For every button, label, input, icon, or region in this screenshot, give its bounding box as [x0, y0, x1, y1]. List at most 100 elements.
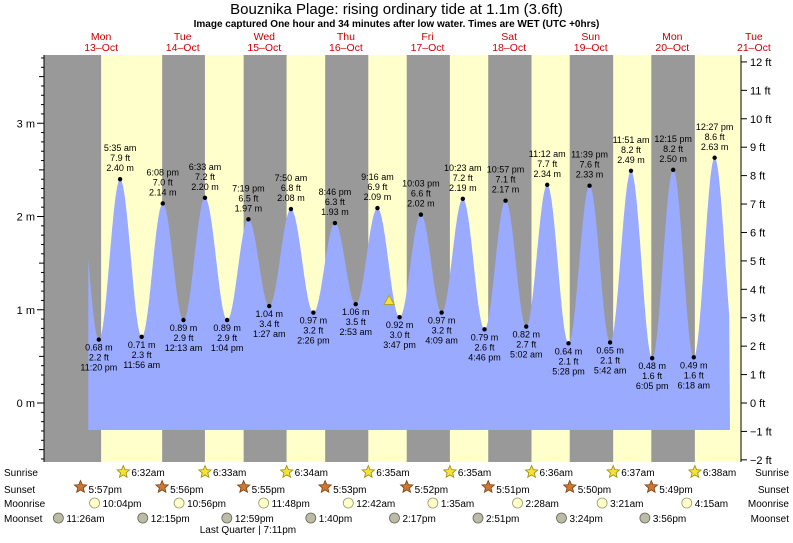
sunrise-time: 6:35am: [458, 468, 491, 479]
sunset-star-icon: [154, 479, 170, 494]
tide-label-line-3: 4:46 pm: [468, 352, 501, 362]
moonset-time: 12:59pm: [235, 514, 274, 525]
moonset-moon-icon: [221, 512, 233, 524]
tide-extreme-dot: [524, 324, 529, 329]
tide-label-line-3: 5:28 pm: [552, 366, 585, 376]
sunset-star-icon: [317, 479, 333, 494]
tide-label-line-3: 1:04 pm: [211, 343, 244, 353]
tide-label-line-2: 2.3 ft: [132, 350, 153, 360]
tide-label-line-3: 11:20 pm: [80, 363, 117, 373]
tide-extreme-dot: [545, 182, 550, 187]
tide-label-line-1: 10:23 am: [444, 163, 482, 173]
chart-subtitle: Image captured One hour and 34 minutes a…: [194, 19, 600, 30]
tide-extreme-dot: [375, 205, 380, 211]
sunset-star-icon: [562, 479, 577, 494]
tide-label-line-1: 0.65 m: [596, 345, 624, 355]
moonset-moon-icon: [52, 512, 64, 524]
moon-phase-label: Last Quarter | 7:11pm: [200, 525, 296, 536]
tide-label-line-3: 2:53 am: [339, 327, 372, 337]
sunset-star-icon: [236, 479, 251, 494]
tide-label-line-1: 0.64 m: [555, 346, 583, 356]
moonrise-moon-icon: [89, 497, 100, 509]
plot-area: [44, 55, 741, 462]
sunrise-star-icon: [116, 464, 131, 479]
day-date-label: 14–Oct: [166, 42, 200, 54]
tide-extreme-dot: [332, 220, 338, 226]
tide-extreme-dot: [117, 177, 123, 182]
sun-moon-table: Sunrise Sunrise Sunset Sunset Moonrise Moonri…: [4, 464, 790, 536]
high-tide-label: 5:35 am7.9 ft2.40 m: [104, 143, 137, 173]
tide-extreme-dot: [181, 317, 186, 323]
tide-label-line-3: 12:13 am: [165, 343, 203, 353]
tide-label-line-2: 3.4 ft: [259, 319, 280, 329]
moonrise-time: 12:42am: [356, 499, 395, 510]
right-axis-tick-label: 1 ft: [750, 370, 765, 382]
high-tide-label: 11:51 am8.2 ft2.49 m: [613, 135, 650, 165]
tide-label-line-1: 10:03 pm: [402, 179, 440, 189]
moonrise-time: 10:04pm: [103, 499, 142, 510]
moonset-time: 3:24pm: [569, 514, 602, 525]
tide-label-line-2: 6.6 ft: [411, 189, 432, 199]
tide-label-line-2: 2.1 ft: [559, 356, 580, 366]
tide-label-line-3: 2.50 m: [659, 154, 687, 164]
moonset-row-label-right: Moonset: [751, 514, 790, 525]
tide-label-line-2: 7.2 ft: [195, 172, 216, 182]
tide-label-line-3: 6:05 pm: [636, 381, 669, 391]
moonrise-time: 2:28am: [526, 499, 559, 510]
tide-label-line-2: 1.6 ft: [684, 370, 705, 380]
moonrise-moon-icon: [173, 497, 185, 509]
high-tide-label: 6:08 pm7.0 ft2.14 m: [146, 167, 179, 197]
tide-extreme-dot: [587, 183, 592, 188]
sunset-star-icon: [644, 479, 659, 494]
tide-label-line-2: 7.7 ft: [537, 159, 558, 169]
sunset-row-label-left: Sunset: [4, 485, 35, 496]
moonrise-moon-icon: [258, 497, 270, 509]
tide-extreme-dot: [607, 340, 613, 345]
moonset-time: 2:51pm: [486, 514, 519, 525]
tide-extreme-dot: [224, 317, 230, 323]
day-name-label: Thu: [337, 31, 355, 43]
tide-label-line-3: 2.49 m: [617, 155, 645, 165]
day-name-label: Fri: [421, 31, 433, 43]
low-tide-label: 0.79 m2.6 ft4:46 pm: [468, 332, 501, 362]
sunrise-row-label-left: Sunrise: [4, 468, 38, 479]
sunrise-time: 6:36am: [540, 468, 573, 479]
right-axis-tick-label: 8 ft: [750, 171, 765, 183]
low-tide-label: 0.64 m2.1 ft5:28 pm: [552, 346, 585, 376]
tide-label-line-1: 6:33 am: [189, 162, 222, 172]
low-tide-label: 0.48 m1.6 ft6:05 pm: [636, 361, 669, 391]
low-tide-label: 0.89 m2.9 ft1:04 pm: [211, 323, 244, 353]
tide-extreme-dot: [202, 195, 208, 201]
tide-extreme-dot: [139, 334, 144, 339]
tide-label-line-2: 7.6 ft: [580, 160, 601, 170]
sunrise-star-icon: [606, 464, 621, 479]
tide-label-line-3: 2.19 m: [449, 183, 477, 193]
sunrise-star-icon: [687, 464, 702, 479]
low-tide-label: 0.97 m3.2 ft2:26 pm: [297, 316, 330, 346]
sunrise-star-icon: [279, 464, 294, 479]
tide-label-line-2: 7.2 ft: [453, 173, 474, 183]
day-date-label: 13–Oct: [84, 42, 118, 54]
tide-label-line-3: 1.93 m: [321, 207, 349, 217]
moonset-moon-icon: [472, 512, 484, 524]
tide-label-line-3: 2.09 m: [364, 192, 392, 202]
moonrise-moon-icon: [342, 497, 354, 509]
right-axis-tick-label: 10 ft: [750, 114, 771, 126]
tide-extreme-dot: [288, 206, 294, 212]
tide-label-line-1: 0.89 m: [213, 323, 241, 333]
day-name-label: Mon: [91, 31, 112, 43]
tide-label-line-3: 1.97 m: [235, 203, 263, 213]
sunset-star-icon: [481, 479, 496, 494]
sunset-star-icon: [73, 479, 88, 494]
tide-label-line-2: 6.3 ft: [325, 197, 346, 207]
moonrise-moon-icon: [596, 497, 608, 509]
left-axis-tick-label: 1 m: [17, 305, 35, 317]
tide-label-line-2: 6.9 ft: [367, 182, 388, 192]
day-date-label: 20–Oct: [655, 42, 689, 54]
high-tide-label: 12:15 pm8.2 ft2.50 m: [654, 134, 692, 164]
tide-label-line-3: 1:27 am: [253, 329, 286, 339]
sunset-time: 5:52pm: [415, 485, 448, 496]
